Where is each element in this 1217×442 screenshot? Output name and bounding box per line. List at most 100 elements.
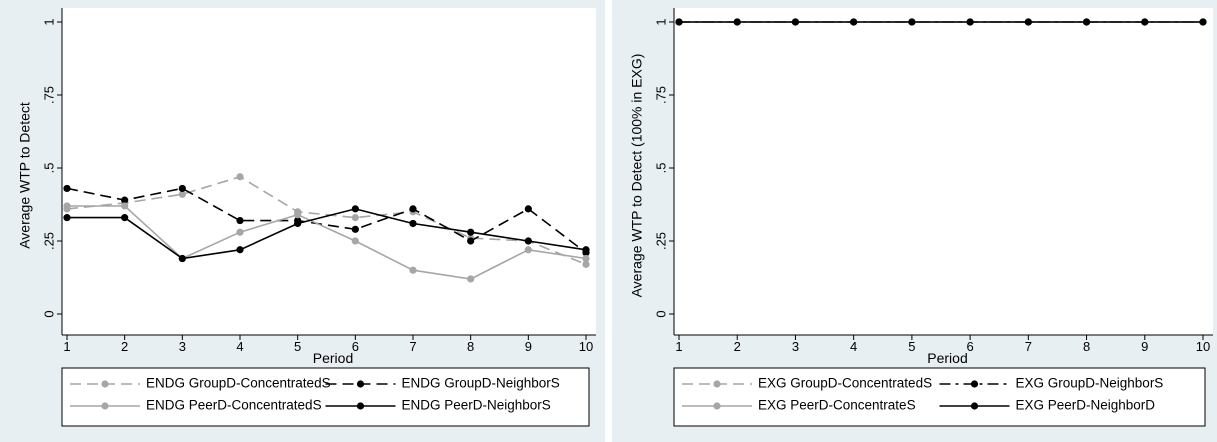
x-tick-label: 5 [908,339,915,354]
x-tick-label: 6 [352,339,359,354]
legend-item-3: ENDG PeerD-ConcentratedS [70,398,322,413]
data-point [582,246,590,254]
legend-item-2: ENDG GroupD-NeighborS [325,376,560,391]
legend-box [673,367,1206,427]
series-line [66,175,587,266]
legend-label: EXG GroupD-NeighborS [1016,376,1164,391]
x-tick-label: 6 [966,339,973,354]
x-tick-label: 3 [792,339,799,354]
left-chart-panel: 0 .25 .5 .75 1 1 2 3 4 5 6 7 8 9 10 Period Average WTP t… [0,0,605,442]
legend-label: EXG PeerD-NeighborD [1016,398,1156,413]
y-tick-label: .25 [41,232,56,250]
data-point [409,266,417,274]
legend-label: ENDG PeerD-NeighborS [402,398,551,413]
x-tick-label: 3 [179,339,186,354]
x-tick-label: 7 [409,339,416,354]
data-point [524,246,532,254]
data-point [63,184,71,193]
y-axis-title: Average WTP to Detect [17,102,33,249]
series-4 [63,205,590,263]
plot-area [62,8,596,335]
legend: ENDG GroupD-ConcentratedS ENDG GroupD-Nei… [61,367,590,427]
data-point [351,214,359,222]
y-tick-label: .75 [653,86,668,104]
legend-box [61,367,590,427]
x-tick-label: 2 [121,339,128,354]
data-point [236,246,244,254]
data-point [63,202,71,210]
data-point [467,275,475,283]
x-tick-label: 5 [294,339,301,354]
right-chart-panel: 0 .25 .5 .75 1 1 2 3 4 5 6 7 8 9 10 Period Average WTP t… [612,0,1217,442]
x-tick-label: 9 [525,339,532,354]
data-point [409,205,417,213]
data-point [121,196,129,204]
data-point [178,254,186,263]
right-chart: 0 .25 .5 .75 1 1 2 3 4 5 6 7 8 9 10 Period Average WTP t… [612,0,1217,442]
legend-item-1: ENDG GroupD-ConcentratedS [70,376,331,391]
x-tick-label: 10 [579,339,593,354]
legend-label: ENDG GroupD-ConcentratedS [146,376,331,391]
y-tick-label: 0 [41,310,56,317]
series-line [67,205,587,280]
x-tick-label: 9 [1141,339,1148,354]
legend-marker [713,402,721,410]
data-point [294,211,302,219]
x-tick-label: 8 [467,339,474,354]
y-axis-title: Average WTP to Detect (100% in EXG) [629,54,645,298]
legend-label: ENDG PeerD-ConcentratedS [146,398,322,413]
data-point [351,225,359,233]
x-axis-title: Period [313,350,353,366]
data-point [236,173,244,181]
data-point [524,205,532,213]
data-point [178,190,186,198]
left-chart: 0 .25 .5 .75 1 1 2 3 4 5 6 7 8 9 10 Period Average WTP t… [0,0,605,442]
legend-marker [101,402,109,410]
data-point [582,260,590,268]
x-tick-label: 8 [1083,339,1090,354]
data-point [178,184,186,193]
x-tick-label: 4 [850,339,857,354]
y-tick-label: .75 [41,86,56,104]
x-tick-label: 4 [236,339,243,354]
legend: EXG GroupD-ConcentratedS EXG GroupD-Neigh… [673,367,1206,427]
y-tick-label: 1 [653,18,668,25]
data-point [1199,18,1207,26]
legend-marker [970,402,979,410]
data-point [294,219,302,228]
legend-item-3: EXG PeerD-ConcentrateS [682,398,916,413]
y-tick-label: 0 [653,310,668,317]
data-point [1082,18,1091,26]
legend-item-4: EXG PeerD-NeighborD [939,398,1156,413]
y-tick-label: 1 [41,18,56,25]
y-tick-label: .5 [41,163,56,174]
x-tick-label: 1 [675,339,682,354]
legend-item-4: ENDG PeerD-NeighborS [325,398,551,413]
x-axis-title: Period [927,350,967,366]
data-point [966,18,974,26]
series-4 [675,18,1207,26]
legend-label: ENDG GroupD-NeighborS [402,376,560,391]
data-point [675,18,683,26]
data-point [850,18,858,26]
y-tick-label: .25 [653,232,668,250]
data-point [582,254,590,263]
x-tick-label: 1 [63,339,70,354]
data-point [121,202,129,210]
data-point [733,18,741,26]
data-point [1024,18,1032,26]
legend-item-2: EXG GroupD-NeighborS [939,376,1164,391]
legend-marker [970,380,979,388]
legend-label: EXG PeerD-ConcentrateS [758,398,916,413]
legend-marker [101,380,109,388]
data-point [467,228,475,236]
data-point [236,216,244,225]
legend-label: EXG GroupD-ConcentratedS [758,376,932,391]
data-point [236,228,244,236]
plot-area [674,8,1213,335]
x-tick-label: 7 [1025,339,1032,354]
legend-marker [356,380,365,388]
data-point [351,205,359,213]
y-tick-label: .5 [653,163,668,174]
data-point [63,214,71,222]
